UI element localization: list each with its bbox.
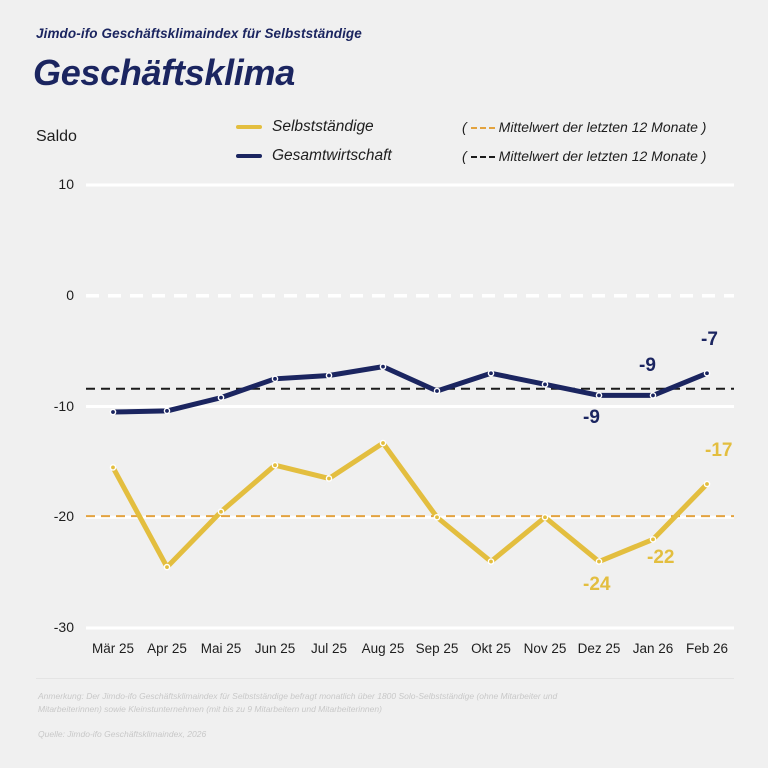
x-axis-tick-label: Nov 25 [523,641,567,656]
data-point [541,381,549,388]
x-axis-tick-label: Sep 25 [415,641,459,656]
x-axis-tick-label: Apr 25 [147,641,187,656]
x-axis-tick-label: Aug 25 [361,641,405,656]
data-point [217,508,225,516]
x-axis-tick-label: Dez 25 [577,641,621,656]
data-point-label: -9 [583,407,600,429]
y-axis-title: Saldo [36,128,77,145]
data-point [649,536,657,543]
legend-mean-dash-selbststaendige-icon [470,126,495,129]
legend-mean-dash-gesamtwirtschaft-icon [470,155,495,158]
y-axis-tick-label: 0 [66,286,74,303]
data-point [433,387,441,395]
data-point [703,369,711,377]
x-axis-tick-label: Jun 25 [254,641,296,656]
chart-kicker: Jimdo-ifo Geschäftsklimaindex für Selbst… [36,26,362,41]
page-title: Geschäftsklima [33,52,295,93]
legend-item-gesamtwirtschaft[interactable]: Gesamtwirtschaft ( Mittelwert der letzte… [236,141,746,170]
footnote-line-1: Anmerkung: Der Jimdo-ifo Geschäftsklimai… [38,691,558,701]
legend-swatch-selbststaendige-icon [236,124,262,129]
legend-label-gesamtwirtschaft: Gesamtwirtschaft [272,146,392,164]
footer-divider [36,678,734,679]
legend-mean-text-selbststaendige: Mittelwert der letzten 12 Monate ) [498,118,707,135]
series-line-selbstständige [110,440,710,570]
legend-mean-selbststaendige: ( Mittelwert der letzten 12 Monate ) [462,119,706,135]
chart-legend: Selbstständige ( Mittelwert der letzten … [236,112,746,170]
legend-mean-text-gesamtwirtschaft: Mittelwert der letzten 12 Monate ) [498,147,707,164]
y-axis-tick-label: -20 [53,508,74,525]
data-point-label: -22 [647,547,675,569]
data-point [271,375,279,383]
data-point [595,558,603,565]
legend-mean-paren-open-0: ( [462,118,467,135]
data-point [595,392,603,399]
x-axis-tick-label: Jan 26 [632,641,674,656]
legend-swatch-gesamtwirtschaft-icon [236,153,262,158]
data-point [163,563,171,571]
legend-mean-paren-open-1: ( [462,147,467,164]
legend-item-selbststaendige[interactable]: Selbstständige ( Mittelwert der letzten … [236,112,746,141]
data-point [109,408,117,416]
data-point [379,439,387,447]
data-point [379,363,387,370]
series-line-gesamtwirtschaft [110,364,710,415]
data-point-label: -7 [701,329,718,351]
data-point [163,407,171,415]
y-axis-tick-label: 10 [58,176,74,192]
x-axis-tick-label: Mär 25 [91,641,135,656]
data-point [703,480,711,488]
source-line: Quelle: Jimdo-ifo Geschäftsklimaindex, 2… [38,729,207,740]
data-point-label: -9 [639,355,656,377]
y-axis-tick-label: -10 [53,397,74,414]
footnote-line-2: Mitarbeiterinnen) sowie Kleinstunternehm… [38,704,382,715]
data-point [649,392,657,399]
x-axis-tick-label: Okt 25 [471,641,511,656]
y-axis-tick-label: -30 [53,619,74,635]
x-axis-tick-label: Mai 25 [200,641,242,656]
data-point [325,372,333,379]
chart-footnote: Anmerkung: Der Jimdo-ifo Geschäftsklimai… [38,690,738,742]
data-point-label: -17 [705,440,733,462]
data-point [271,461,279,469]
data-point [325,475,333,482]
data-point [433,513,441,521]
data-point [109,464,117,471]
data-point [487,369,495,377]
data-point-label: -24 [583,573,611,595]
data-point [217,394,225,401]
data-point [541,513,549,521]
legend-label-selbststaendige: Selbstständige [272,117,374,135]
legend-mean-gesamtwirtschaft: ( Mittelwert der letzten 12 Monate ) [462,148,706,164]
data-point [487,558,495,565]
x-axis-tick-label: Jul 25 [310,641,348,656]
x-axis-tick-label: Feb 26 [685,641,729,656]
